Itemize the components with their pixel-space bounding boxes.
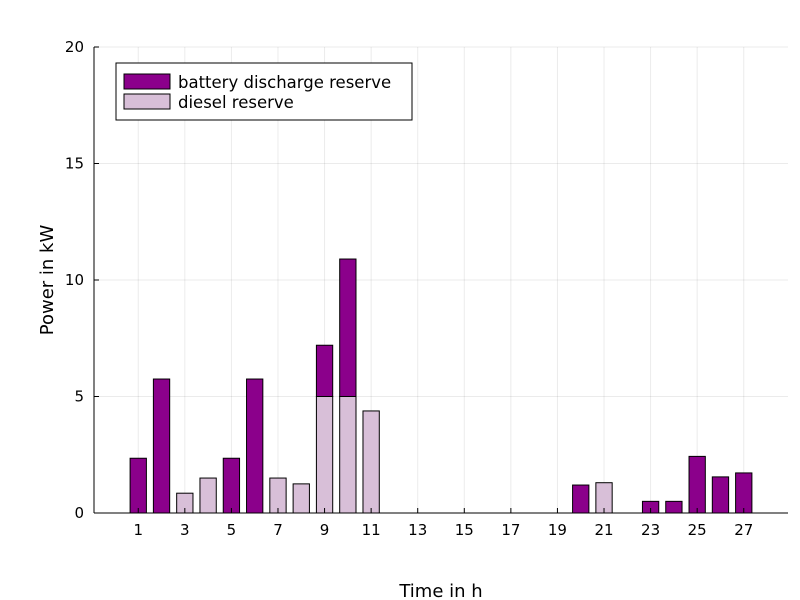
bar-battery-discharge-reserve [339, 258, 357, 397]
bar-battery-discharge-reserve [315, 344, 334, 397]
x-tick-label: 9 [320, 521, 330, 539]
bar-battery-discharge-reserve [688, 455, 706, 514]
legend-swatch [123, 93, 171, 110]
x-tick-label: 15 [455, 521, 474, 539]
x-tick-label: 5 [227, 521, 237, 539]
bar-diesel-reserve [315, 396, 334, 514]
x-axis-title: Time in h [398, 581, 482, 600]
x-tick-label: 11 [362, 521, 381, 539]
y-tick-label: 20 [65, 38, 84, 56]
y-axis-title: Power in kW [37, 225, 58, 336]
x-tick-label: 7 [273, 521, 283, 539]
x-tick-label: 1 [133, 521, 143, 539]
bar-diesel-reserve [362, 410, 380, 514]
bar-battery-discharge-reserve [711, 476, 730, 514]
x-tick-label: 23 [641, 521, 660, 539]
x-tick-label: 25 [688, 521, 707, 539]
y-tick-label: 10 [65, 271, 84, 289]
y-tick-label: 0 [74, 504, 84, 522]
grid-lines [94, 46, 788, 514]
y-tick-label: 5 [74, 388, 84, 406]
x-tick-label: 19 [548, 521, 567, 539]
bar-battery-discharge-reserve [572, 484, 590, 514]
legend-label: diesel reserve [178, 93, 294, 112]
legend-label: battery discharge reserve [178, 73, 391, 92]
axes [93, 46, 788, 514]
bar-diesel-reserve [292, 483, 310, 514]
bar-battery-discharge-reserve [735, 472, 753, 514]
bar-battery-discharge-reserve [665, 500, 683, 514]
bar-battery-discharge-reserve [246, 378, 264, 514]
x-tick-label: 17 [501, 521, 520, 539]
bar-diesel-reserve [199, 477, 217, 514]
legend-box [115, 62, 413, 121]
x-tick-label: 27 [734, 521, 753, 539]
x-tick-label: 13 [408, 521, 427, 539]
x-tick-label: 21 [594, 521, 613, 539]
bars [129, 258, 753, 514]
bar-diesel-reserve [269, 477, 287, 514]
x-tick-label: 3 [180, 521, 190, 539]
legend-swatch [123, 73, 171, 90]
bar-battery-discharge-reserve [129, 457, 147, 514]
bar-battery-discharge-reserve [152, 378, 171, 514]
bar-diesel-reserve [339, 396, 357, 514]
y-tick-label: 15 [65, 155, 84, 173]
bar-battery-discharge-reserve [222, 457, 241, 514]
